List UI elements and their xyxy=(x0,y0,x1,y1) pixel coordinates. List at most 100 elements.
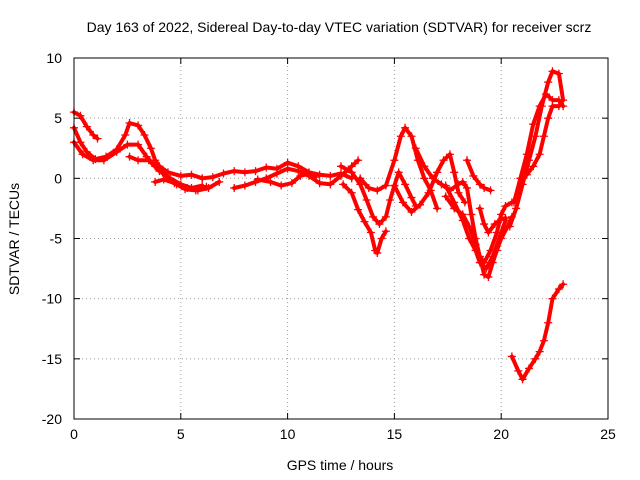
data-point xyxy=(510,198,519,207)
data-point xyxy=(544,114,553,123)
series-segment-21 xyxy=(507,280,568,384)
data-point xyxy=(134,121,143,130)
data-point xyxy=(401,180,410,189)
data-point xyxy=(364,183,373,192)
data-point xyxy=(469,171,478,180)
data-point xyxy=(277,181,286,190)
data-point xyxy=(326,180,335,189)
data-point xyxy=(554,102,563,111)
y-tick-label: 10 xyxy=(46,50,62,66)
data-point xyxy=(230,183,239,192)
data-point xyxy=(89,156,98,165)
data-point xyxy=(240,168,249,177)
data-point xyxy=(441,192,450,201)
data-point xyxy=(407,208,416,217)
series-segment-11 xyxy=(356,123,442,213)
series-segment-17 xyxy=(475,204,510,237)
data-point xyxy=(394,168,403,177)
series-segment-5 xyxy=(151,175,211,195)
data-point xyxy=(490,220,499,229)
data-point xyxy=(501,202,510,211)
data-point xyxy=(287,179,296,188)
data-point xyxy=(134,156,143,165)
data-point xyxy=(480,270,489,279)
data-point xyxy=(420,162,429,171)
data-point xyxy=(208,173,217,182)
data-point xyxy=(522,170,531,179)
data-point xyxy=(445,150,454,159)
data-point xyxy=(337,171,345,180)
data-point xyxy=(411,144,420,153)
data-point xyxy=(529,120,538,129)
series-segment-19 xyxy=(510,90,568,207)
data-point xyxy=(373,248,382,257)
data-point xyxy=(420,174,429,183)
series-trace xyxy=(507,69,566,229)
data-point xyxy=(337,162,345,171)
data-point xyxy=(134,140,143,149)
data-point xyxy=(516,174,525,183)
data-point xyxy=(140,131,149,140)
data-point xyxy=(311,173,320,182)
data-point xyxy=(416,200,425,209)
data-point xyxy=(354,156,363,165)
data-point xyxy=(463,183,472,192)
data-point xyxy=(362,195,371,204)
series-segment-4 xyxy=(125,152,207,192)
data-point xyxy=(524,364,533,373)
data-point xyxy=(99,156,108,165)
data-point xyxy=(467,210,476,219)
data-point xyxy=(76,111,85,120)
data-point xyxy=(202,182,211,191)
data-point xyxy=(437,180,446,189)
data-point xyxy=(486,186,495,195)
y-axis-label: SDTVAR / TECUs xyxy=(6,183,22,295)
series-segment-10 xyxy=(339,180,390,257)
data-point xyxy=(401,123,410,132)
data-point xyxy=(458,216,467,225)
series-segment-15 xyxy=(441,181,510,273)
data-point xyxy=(315,170,324,179)
data-point xyxy=(488,252,497,261)
series-segment-8 xyxy=(253,169,320,190)
data-point xyxy=(381,181,390,190)
data-point xyxy=(531,354,540,363)
data-point xyxy=(484,228,493,237)
data-point xyxy=(544,318,553,327)
data-point xyxy=(548,294,557,303)
y-tick-label: 5 xyxy=(54,110,62,126)
data-point xyxy=(454,188,463,197)
data-point xyxy=(544,78,553,87)
data-point xyxy=(187,170,196,179)
data-point xyxy=(539,132,548,141)
data-point xyxy=(354,205,363,214)
data-point xyxy=(480,220,489,229)
x-tick-label: 5 xyxy=(177,426,185,442)
series-segment-12 xyxy=(390,150,469,217)
data-point xyxy=(471,246,480,255)
data-point xyxy=(125,152,134,161)
data-point xyxy=(198,174,207,183)
data-point xyxy=(144,156,153,165)
data-point xyxy=(484,273,493,282)
data-point xyxy=(347,188,356,197)
data-point xyxy=(215,177,224,186)
data-point xyxy=(441,181,450,190)
data-point xyxy=(396,132,405,141)
data-point xyxy=(465,234,474,243)
data-point xyxy=(463,156,472,165)
data-point xyxy=(176,171,185,180)
data-point xyxy=(390,156,399,165)
x-axis-label: GPS time / hours xyxy=(287,457,394,473)
data-point xyxy=(272,169,281,178)
data-point xyxy=(454,180,463,189)
y-tick-label: -5 xyxy=(50,231,63,247)
data-point xyxy=(373,186,382,195)
data-point xyxy=(518,375,527,384)
data-point xyxy=(339,180,348,189)
data-point xyxy=(123,140,132,149)
series-segment-18 xyxy=(505,67,568,231)
x-tick-label: 25 xyxy=(600,426,616,442)
series-segment-7 xyxy=(230,156,363,192)
